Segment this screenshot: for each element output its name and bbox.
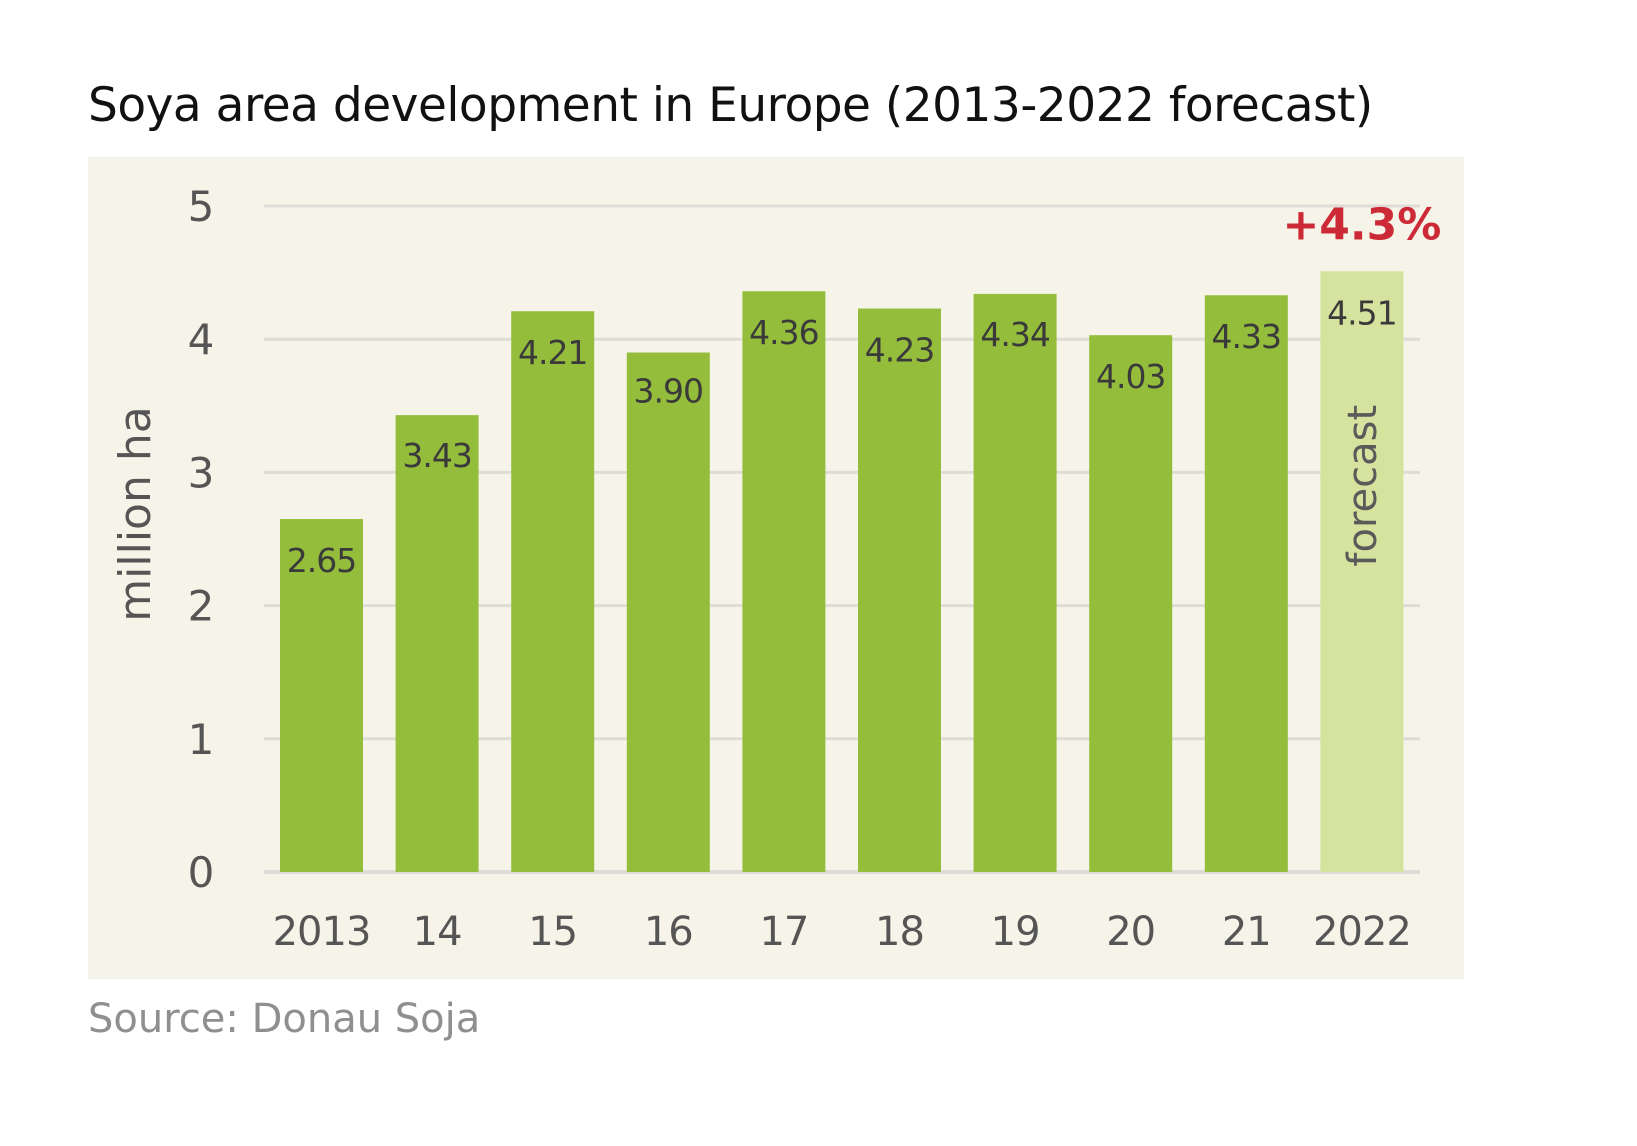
bar [280, 519, 363, 872]
forecast-bar [1320, 271, 1404, 872]
x-tick-label: 18 [875, 909, 924, 955]
data-label: 4.34 [980, 315, 1049, 354]
bar [858, 308, 941, 873]
source-note: Source: Donau Soja [88, 996, 481, 1042]
data-label: 3.90 [634, 372, 703, 411]
bar [742, 291, 826, 872]
x-tick-label: 16 [644, 909, 693, 955]
data-label: 4.21 [518, 333, 587, 372]
x-tick-label: 14 [413, 909, 462, 955]
data-label: 4.23 [865, 331, 934, 370]
y-tick-label: 4 [188, 315, 215, 364]
bar [1204, 295, 1288, 872]
x-tick-label: 15 [528, 909, 577, 955]
x-tick-label: 2022 [1313, 909, 1411, 955]
y-tick-label: 1 [188, 715, 215, 764]
x-tick-label: 21 [1222, 909, 1271, 955]
data-label: 4.36 [749, 313, 818, 352]
x-tick-label: 20 [1106, 909, 1155, 955]
data-label: 4.33 [1212, 317, 1281, 356]
data-labels: 2.65 3.43 4.21 3.90 4.36 4.23 4.34 4.03 4.33 4.51 [287, 293, 1398, 580]
bars [280, 271, 1404, 873]
bar [1089, 335, 1173, 872]
chart-title: Soya area development in Europe (2013-20… [88, 78, 1373, 133]
y-axis-label: million ha [110, 406, 161, 621]
forecast-label: forecast [1340, 405, 1386, 567]
data-label: 4.03 [1096, 357, 1165, 396]
x-tick-label: 2013 [273, 909, 371, 955]
data-label: 4.51 [1327, 293, 1396, 332]
y-tick-label: 3 [188, 448, 215, 497]
bar [973, 293, 1057, 872]
data-label: 3.43 [402, 436, 471, 475]
bar-chart: 2.65 3.43 4.21 3.90 4.36 4.23 4.34 4.03 4.33 4.51… [110, 182, 1441, 955]
y-tick-label: 5 [188, 182, 215, 231]
bar [511, 311, 595, 872]
x-tick-label: 17 [759, 909, 808, 955]
y-axis-ticks: 0 1 2 3 4 5 [188, 182, 215, 897]
growth-annotation: +4.3% [1282, 199, 1441, 250]
data-label: 2.65 [287, 541, 356, 580]
x-axis-ticks: 2013 14 15 16 17 18 19 20 21 2022 [273, 909, 1412, 955]
plot-panel: 2.65 3.43 4.21 3.90 4.36 4.23 4.34 4.03 4.33 4.51… [88, 157, 1464, 979]
bar [395, 415, 479, 872]
bar [626, 352, 710, 872]
y-tick-label: 0 [188, 848, 215, 897]
x-tick-label: 19 [991, 909, 1040, 955]
y-tick-label: 2 [188, 582, 215, 631]
